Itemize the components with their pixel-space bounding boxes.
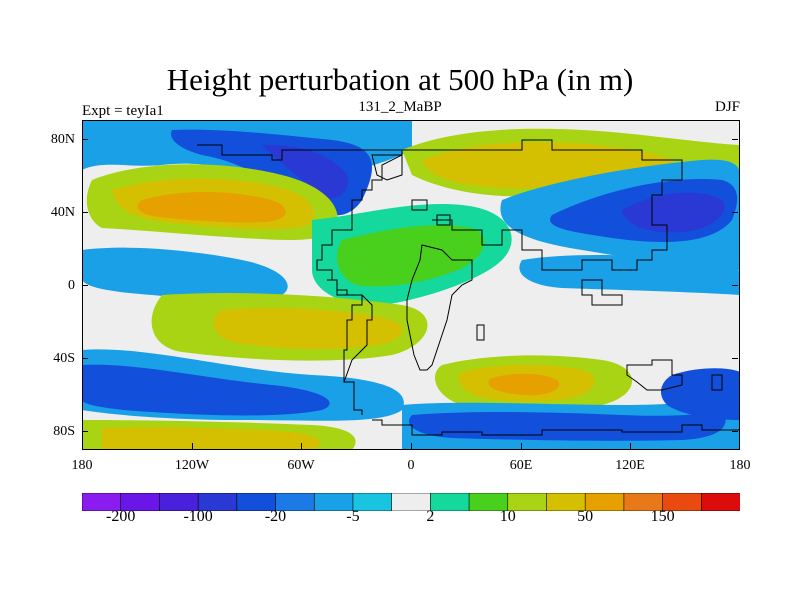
lat-tick: 80S	[53, 424, 75, 439]
lon-tick: 0	[407, 458, 415, 473]
coast-greenland	[371, 154, 403, 181]
lat-tick-mark	[82, 358, 88, 359]
lat-tick-mark	[82, 212, 88, 213]
coast-islands-eu	[411, 199, 451, 226]
lon-tick-mark	[521, 443, 522, 449]
north-america-high-peak	[137, 191, 286, 223]
colorbar-label: -20	[264, 508, 287, 525]
experiment-label: Expt = teyIa1	[82, 103, 164, 119]
lat-tick-mark	[732, 212, 738, 213]
coast-africa	[406, 244, 473, 371]
coastlines	[197, 139, 740, 436]
colorbar	[81, 492, 741, 512]
coast-north-america	[197, 144, 403, 415]
colorbar-label: -100	[183, 508, 213, 525]
colorbar-label: 2	[426, 508, 435, 525]
coast-madagascar	[476, 324, 485, 341]
colorbar-swatches	[81, 492, 741, 512]
contour-field	[82, 120, 740, 450]
lat-tick: 40S	[53, 351, 75, 366]
southern-low-strong	[82, 364, 330, 416]
colorbar-swatch	[700, 492, 741, 512]
lat-tick-mark	[732, 285, 738, 286]
lat-tick-mark	[82, 285, 88, 286]
antarctic-high-core	[102, 427, 321, 450]
colorbar-label: 10	[499, 508, 516, 525]
run-label: 131_2_MaBP	[358, 99, 442, 115]
south-subtropic-high-core	[213, 308, 403, 349]
coast-antarctica	[372, 419, 740, 436]
lon-tick: 120W	[174, 458, 210, 473]
coast-australia	[626, 359, 683, 391]
map-title: Height perturbation at 500 hPa (in m)	[166, 62, 634, 97]
lat-tick-mark	[732, 358, 738, 359]
north-band-extreme	[262, 144, 348, 199]
season-label: DJF	[714, 99, 740, 115]
lon-tick: 180	[729, 458, 751, 473]
colorbar-label: 50	[577, 508, 594, 525]
southern-low-far-east	[660, 368, 740, 420]
colorbar-label: -5	[346, 508, 360, 525]
coast-seasia	[581, 279, 623, 306]
lon-tick-mark	[411, 443, 412, 449]
colorbar-label: 150	[650, 508, 675, 525]
lon-tick: 180	[71, 458, 93, 473]
lat-tick: 40N	[50, 205, 75, 220]
lon-tick-mark	[192, 443, 193, 449]
subtropic-band-mid	[337, 225, 485, 287]
lon-tick: 60W	[287, 458, 315, 473]
lat-tick-mark	[82, 431, 88, 432]
tropic-low-east	[519, 255, 740, 295]
lat-tick: 0	[68, 278, 75, 293]
lon-tick-mark	[301, 443, 302, 449]
lat-tick-mark	[732, 431, 738, 432]
coast-south-america	[327, 279, 373, 383]
pacific-low-extreme	[622, 192, 725, 233]
colorbar-label: -200	[106, 508, 136, 525]
lat-tick: 80N	[50, 132, 75, 147]
map-border	[82, 120, 740, 450]
lat-tick-mark	[82, 139, 88, 140]
tropic-low-west	[82, 247, 288, 301]
lon-tick: 120E	[615, 458, 645, 473]
contour-map	[82, 120, 740, 450]
south-indian-high-peak	[488, 373, 560, 396]
lon-tick-mark	[630, 443, 631, 449]
lat-tick-mark	[732, 139, 738, 140]
southern-low-east-strong	[408, 410, 726, 441]
lon-tick: 60E	[509, 458, 533, 473]
coast-nz	[711, 374, 723, 391]
coast-eurasia	[402, 139, 683, 271]
